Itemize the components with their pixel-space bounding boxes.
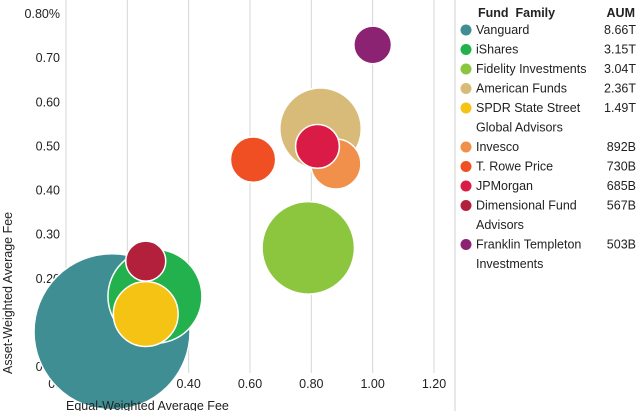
y-tick-label: 0.30 — [36, 228, 60, 242]
legend-label: Advisors — [476, 218, 524, 232]
x-tick-label: 1.00 — [360, 377, 384, 391]
bubble-jpmorgan — [294, 123, 341, 170]
legend-marker-invesco — [460, 141, 472, 153]
legend-label: iShares — [476, 43, 518, 57]
legend-marker-dimensional-fund-advisors — [460, 200, 472, 211]
legend-label: Invesco — [476, 140, 519, 154]
legend-aum-value: 2.36T — [604, 82, 636, 96]
legend-marker-jpmorgan — [460, 180, 472, 192]
y-tick-label: 0.70 — [36, 51, 60, 65]
legend-aum-value: 3.04T — [604, 62, 636, 76]
legend-label: SPDR State Street — [476, 101, 581, 115]
bubble-dimensional-fund-advisors — [124, 240, 167, 282]
legend-aum-value: 503B — [607, 238, 636, 252]
legend-label: JPMorgan — [476, 179, 533, 193]
legend-aum-value: 685B — [607, 179, 636, 193]
x-tick-label: 0.60 — [238, 377, 262, 391]
legend-label: Franklin Templeton — [476, 238, 581, 252]
legend-label: Fidelity Investments — [476, 62, 586, 76]
y-tick-label: 0.50 — [36, 139, 60, 153]
x-tick-label: 1.20 — [422, 377, 446, 391]
x-tick-label: 0.80 — [299, 377, 323, 391]
y-tick-label: 0.80% — [25, 7, 60, 21]
bubble-franklin-templeton-investments — [353, 25, 393, 65]
legend-aum-value: 1.49T — [604, 101, 636, 115]
y-axis-title: Asset-Weighted Average Fee — [1, 212, 15, 374]
legend: Fund Family AUM Vanguard 8.66T iShares 3.15… — [460, 6, 636, 271]
legend-label: American Funds — [476, 82, 567, 96]
legend-header-label: Fund Family — [478, 6, 555, 20]
legend-marker-vanguard — [460, 24, 472, 36]
legend-marker-ishares — [460, 44, 472, 55]
legend-aum-value: 730B — [607, 160, 636, 174]
legend-label: Global Advisors — [476, 121, 563, 135]
x-tick-label: 0.40 — [176, 377, 200, 391]
legend-marker-spdr-state-street-global-advisors — [460, 102, 472, 114]
legend-label: T. Rowe Price — [476, 160, 553, 174]
legend-header-aum: AUM — [607, 6, 635, 20]
legend-label: Dimensional Fund — [476, 199, 577, 213]
x-axis-title: Equal-Weighted Average Fee — [66, 399, 229, 411]
y-tick-label: 0.60 — [36, 95, 60, 109]
legend-aum-value: 3.15T — [604, 43, 636, 57]
bubble-fidelity-investments — [261, 200, 356, 295]
legend-aum-value: 892B — [607, 140, 636, 154]
bubble-t-rowe-price — [229, 136, 277, 183]
legend-label: Vanguard — [476, 23, 529, 37]
legend-marker-fidelity-investments — [460, 63, 472, 75]
y-tick-label: 0.40 — [36, 184, 60, 198]
legend-label: Investments — [476, 257, 543, 271]
bubbles — [33, 25, 393, 411]
legend-marker-american-funds — [460, 83, 472, 94]
bubble-spdr-state-street-global-advisors — [112, 280, 179, 348]
legend-marker-franklin-templeton-investments — [460, 239, 472, 250]
legend-aum-value: 8.66T — [604, 23, 636, 37]
legend-aum-value: 567B — [607, 199, 636, 213]
legend-marker-t-rowe-price — [460, 161, 472, 172]
